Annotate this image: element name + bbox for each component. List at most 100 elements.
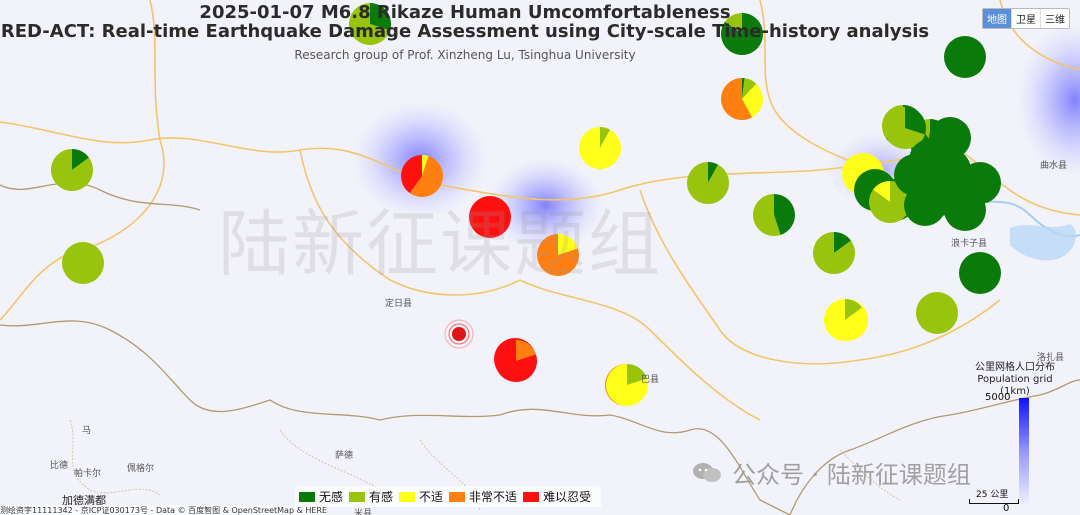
legend-label: 非常不适 <box>469 490 518 504</box>
place-label: 米县 <box>354 509 373 515</box>
pie-slice <box>944 36 986 78</box>
city-pie[interactable] <box>536 234 579 276</box>
city-pie[interactable] <box>813 232 856 274</box>
pie-slice <box>62 242 104 284</box>
city-pie[interactable] <box>606 364 649 407</box>
city-pie[interactable] <box>959 252 1001 294</box>
legend-swatch <box>449 491 466 502</box>
pie-slice <box>868 181 911 223</box>
place-label: 加德满都 <box>62 494 106 507</box>
pie-slice <box>845 299 862 320</box>
legend-label: 有感 <box>369 490 394 504</box>
city-pie[interactable] <box>721 78 763 120</box>
legend-label: 无感 <box>319 490 344 504</box>
wechat-watermark: 公众号 · 陆新征课题组 <box>692 455 971 490</box>
legend-item-none: 无感 <box>299 488 343 505</box>
legend-swatch <box>349 491 366 502</box>
city-pie[interactable] <box>721 13 763 55</box>
city-pie[interactable] <box>687 162 729 205</box>
pie-slice <box>72 149 89 170</box>
city-pie[interactable] <box>469 196 511 238</box>
pie-slice <box>742 78 745 99</box>
comfort-legend: 无感 有感 不适 非常不适 难以忍受 <box>295 486 602 507</box>
title-line-1: 2025-01-07 M6.8 Rikaze Human Umcomfortab… <box>199 2 731 23</box>
city-pie[interactable] <box>824 299 867 341</box>
city-pie[interactable] <box>62 242 104 284</box>
legend-item-very-uncomfortable: 非常不适 <box>449 488 517 505</box>
population-title-cn: 公里网格人口分布 <box>975 362 1055 373</box>
pie-slice <box>558 234 578 255</box>
population-title-en: Population grid (1km) <box>977 374 1053 397</box>
map-type-3d[interactable]: 三维 <box>1040 9 1069 28</box>
pie-layer <box>50 3 1001 407</box>
pie-slice <box>401 155 422 193</box>
pie-slice <box>725 13 742 34</box>
pie-slice <box>370 3 391 31</box>
legend-swatch <box>523 491 540 502</box>
map-type-map[interactable]: 地图 <box>983 9 1011 28</box>
scale-label: 25 公里 <box>976 490 1009 500</box>
map-copyright: 测绘资字11111342 - 京ICP证030173号 - Data © 百度智… <box>0 505 328 515</box>
city-pie[interactable] <box>916 292 958 334</box>
pie-slice <box>959 252 1001 294</box>
pie-slice <box>579 127 621 169</box>
pie-slice <box>516 340 536 361</box>
population-gradient-bar <box>1019 398 1029 508</box>
city-pie[interactable] <box>919 174 961 216</box>
population-legend-title: 公里网格人口分布 Population grid (1km) <box>975 362 1055 398</box>
pie-slice <box>813 232 856 274</box>
title-line-2: RED-ACT: Real-time Earthquake Damage Ass… <box>0 21 930 42</box>
city-pie[interactable] <box>944 36 986 78</box>
city-pie[interactable] <box>579 127 621 169</box>
pie-slice <box>834 232 851 253</box>
place-label: 曲水县 <box>1040 161 1068 171</box>
city-pie[interactable] <box>868 181 911 223</box>
pie-slice <box>919 174 961 216</box>
legend-item-unbearable: 难以忍受 <box>523 488 591 505</box>
legend-label: 不适 <box>419 490 444 504</box>
place-label: 萨德 <box>335 451 354 461</box>
pie-slice <box>742 83 763 118</box>
scale-bar <box>969 499 1019 504</box>
pie-slice <box>627 364 647 385</box>
pie-slice <box>873 181 890 202</box>
city-pie[interactable] <box>401 155 444 198</box>
place-label: 帕卡尔 <box>74 469 102 479</box>
pie-slice <box>600 127 611 148</box>
population-max: 5000 <box>985 392 1011 403</box>
epicenter-marker[interactable] <box>444 319 474 349</box>
map-type-switcher: 地图 卫星 三维 <box>982 8 1070 29</box>
pie-slice <box>774 194 795 235</box>
pie-slice <box>422 155 429 176</box>
minor-border-layer <box>69 419 901 511</box>
pie-slice <box>824 299 867 341</box>
pie-slice <box>687 162 729 205</box>
city-pie[interactable] <box>494 340 537 383</box>
map-type-satellite[interactable]: 卫星 <box>1011 9 1040 28</box>
pie-slice <box>721 78 753 120</box>
pie-slice <box>708 162 719 183</box>
pie-slice <box>916 292 958 334</box>
legend-swatch <box>399 491 416 502</box>
pie-slice <box>50 149 93 192</box>
place-label: 马 <box>82 426 92 436</box>
city-pie[interactable] <box>884 107 926 149</box>
city-pie[interactable] <box>752 194 795 237</box>
legend-swatch <box>299 491 315 502</box>
place-label: 浪卡子县 <box>951 239 988 249</box>
pie-slice <box>752 194 781 237</box>
wechat-icon <box>693 462 721 482</box>
pie-slice <box>536 234 579 276</box>
city-pie[interactable] <box>50 149 93 192</box>
city-pie[interactable] <box>349 3 391 45</box>
pie-slice <box>469 196 511 238</box>
place-label: 比德 <box>50 461 69 471</box>
pie-slice <box>409 156 444 198</box>
pie-slice <box>884 107 925 149</box>
subtitle: Research group of Prof. Xinzheng Lu, Tsi… <box>294 48 636 62</box>
place-label: 洛扎县 <box>1037 353 1065 363</box>
place-label: 巴县 <box>641 375 660 385</box>
legend-item-felt: 有感 <box>349 488 393 505</box>
